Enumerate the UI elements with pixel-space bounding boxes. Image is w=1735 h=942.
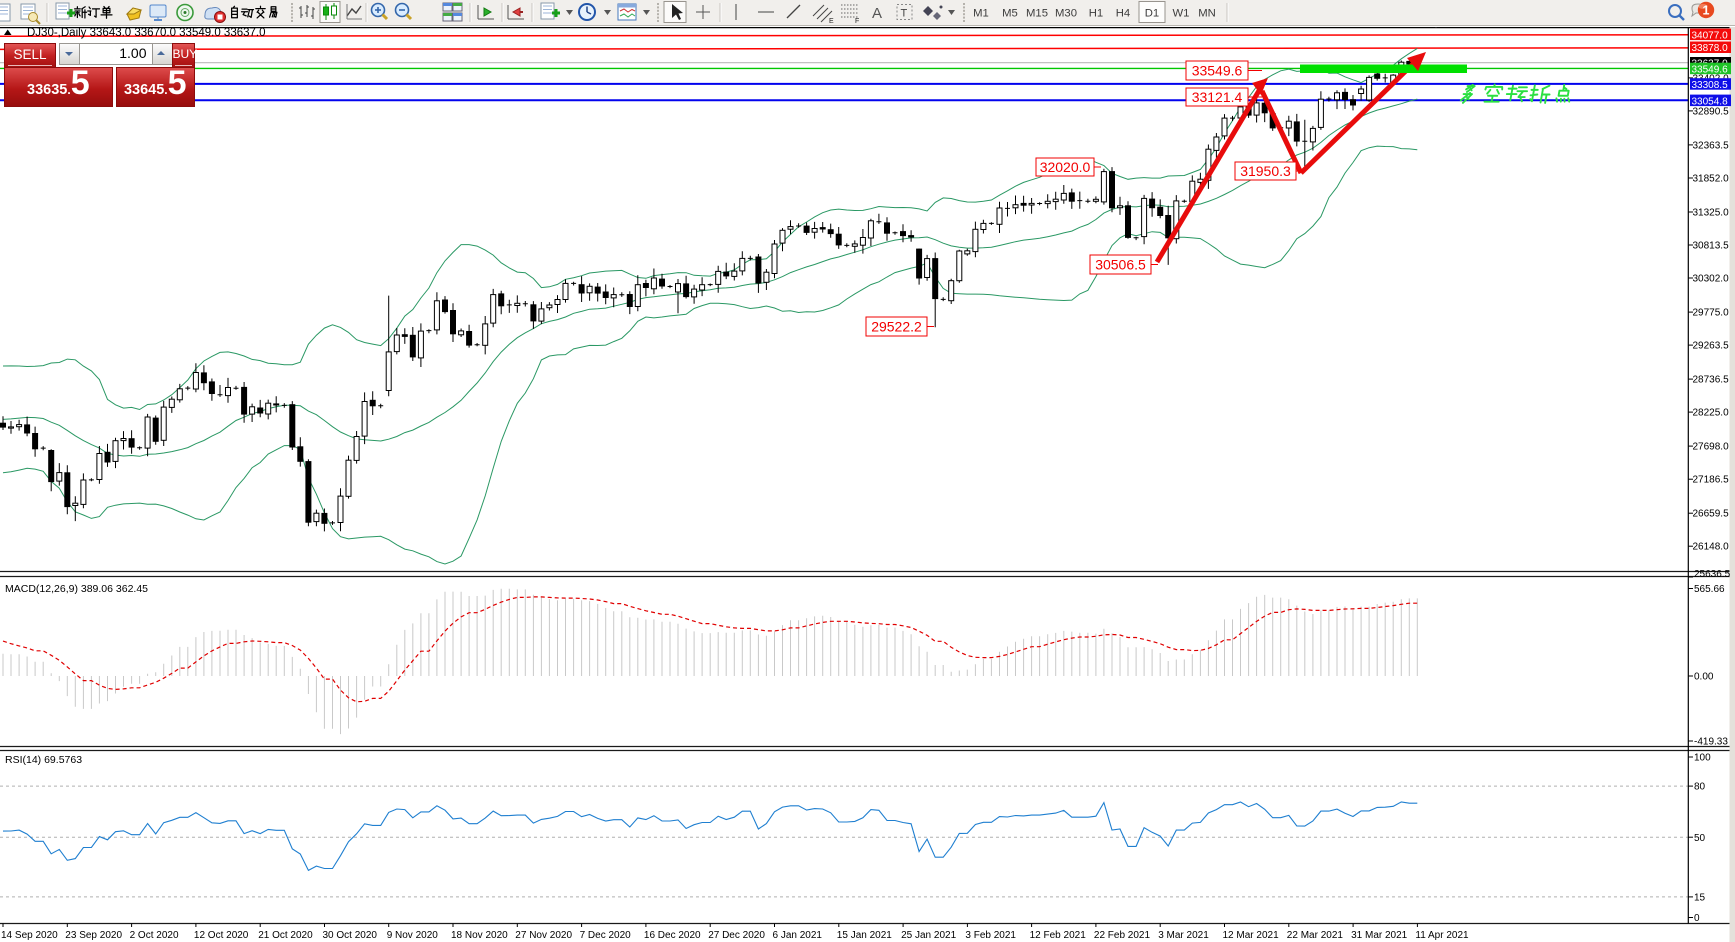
svg-text:3 Feb 2021: 3 Feb 2021 xyxy=(965,930,1016,941)
svg-text:22 Mar 2021: 22 Mar 2021 xyxy=(1287,930,1344,941)
svg-text:M15: M15 xyxy=(1026,8,1048,20)
svg-text:F: F xyxy=(855,18,859,25)
svg-text:H4: H4 xyxy=(1116,8,1130,20)
svg-text:33549.6: 33549.6 xyxy=(1692,64,1729,75)
svg-text:2 Oct 2020: 2 Oct 2020 xyxy=(130,930,179,941)
svg-text:31325.0: 31325.0 xyxy=(1693,208,1730,219)
svg-text:M5: M5 xyxy=(1002,8,1018,20)
svg-text:26148.0: 26148.0 xyxy=(1693,542,1730,553)
svg-text:25636.5: 25636.5 xyxy=(1694,569,1731,580)
svg-text:29522.2: 29522.2 xyxy=(871,319,922,335)
svg-text:22 Feb 2021: 22 Feb 2021 xyxy=(1094,930,1151,941)
svg-text:33308.5: 33308.5 xyxy=(1692,80,1729,91)
svg-text:31852.0: 31852.0 xyxy=(1693,174,1730,185)
svg-text:-419.33: -419.33 xyxy=(1694,737,1728,748)
svg-text:27 Dec 2020: 27 Dec 2020 xyxy=(708,930,765,941)
svg-text:MACD(12,26,9) 389.06 362.45: MACD(12,26,9) 389.06 362.45 xyxy=(5,583,148,595)
svg-text:29775.0: 29775.0 xyxy=(1693,308,1730,319)
svg-text:12 Oct 2020: 12 Oct 2020 xyxy=(194,930,249,941)
svg-text:30302.0: 30302.0 xyxy=(1693,274,1730,285)
svg-text:33121.4: 33121.4 xyxy=(1192,89,1243,105)
svg-text:33878.0: 33878.0 xyxy=(1692,43,1729,54)
svg-text:DJ30-,Daily 33643.0 33670.0 3: DJ30-,Daily 33643.0 33670.0 33549.0 3363… xyxy=(27,27,266,39)
svg-text:RSI(14) 69.5763: RSI(14) 69.5763 xyxy=(5,754,82,766)
svg-text:16 Dec 2020: 16 Dec 2020 xyxy=(644,930,701,941)
svg-text:33549.6: 33549.6 xyxy=(1192,63,1243,79)
svg-text:12 Feb 2021: 12 Feb 2021 xyxy=(1030,930,1087,941)
svg-text:31 Mar 2021: 31 Mar 2021 xyxy=(1351,930,1408,941)
svg-text:M1: M1 xyxy=(973,8,989,20)
svg-text:7 Dec 2020: 7 Dec 2020 xyxy=(580,930,632,941)
svg-text:H1: H1 xyxy=(1089,8,1103,20)
svg-text:23 Sep 2020: 23 Sep 2020 xyxy=(65,930,122,941)
svg-text:27698.0: 27698.0 xyxy=(1693,442,1730,453)
svg-text:0.00: 0.00 xyxy=(1694,672,1714,683)
svg-text:1: 1 xyxy=(1703,4,1710,18)
svg-text:31950.3: 31950.3 xyxy=(1240,163,1291,179)
svg-text:30506.5: 30506.5 xyxy=(1095,257,1146,273)
svg-text:6 Jan 2021: 6 Jan 2021 xyxy=(773,930,823,941)
svg-text:15: 15 xyxy=(1694,892,1706,903)
svg-text:27 Nov 2020: 27 Nov 2020 xyxy=(515,930,572,941)
svg-text:T: T xyxy=(901,8,908,20)
svg-text:26659.5: 26659.5 xyxy=(1693,509,1730,520)
svg-text:50: 50 xyxy=(1694,833,1706,844)
svg-text:28736.5: 28736.5 xyxy=(1693,375,1730,386)
svg-text:MN: MN xyxy=(1198,8,1216,20)
svg-text:32890.5: 32890.5 xyxy=(1693,106,1730,117)
svg-text:21 Oct 2020: 21 Oct 2020 xyxy=(258,930,313,941)
svg-text:29263.5: 29263.5 xyxy=(1693,341,1730,352)
svg-text:M30: M30 xyxy=(1055,8,1077,20)
svg-text:12 Mar 2021: 12 Mar 2021 xyxy=(1223,930,1280,941)
svg-text:25 Jan 2021: 25 Jan 2021 xyxy=(901,930,956,941)
svg-text:14 Sep 2020: 14 Sep 2020 xyxy=(1,930,58,941)
svg-text:28225.0: 28225.0 xyxy=(1693,408,1730,419)
svg-text:33054.8: 33054.8 xyxy=(1692,96,1729,107)
svg-text:18 Nov 2020: 18 Nov 2020 xyxy=(451,930,508,941)
svg-text:34077.0: 34077.0 xyxy=(1692,30,1729,41)
svg-text:0: 0 xyxy=(1694,913,1700,924)
svg-text:100: 100 xyxy=(1694,753,1711,764)
svg-text:15 Jan 2021: 15 Jan 2021 xyxy=(837,930,892,941)
svg-text:A: A xyxy=(872,5,882,22)
svg-text:E: E xyxy=(829,18,834,25)
svg-text:30 Oct 2020: 30 Oct 2020 xyxy=(323,930,378,941)
svg-text:565.66: 565.66 xyxy=(1694,584,1725,595)
svg-text:27186.5: 27186.5 xyxy=(1693,475,1730,486)
svg-text:30813.5: 30813.5 xyxy=(1693,241,1730,252)
svg-text:3 Mar 2021: 3 Mar 2021 xyxy=(1158,930,1209,941)
svg-text:D1: D1 xyxy=(1145,8,1159,20)
svg-text:11 Apr 2021: 11 Apr 2021 xyxy=(1415,930,1469,941)
svg-text:W1: W1 xyxy=(1173,8,1190,20)
svg-text:32363.5: 32363.5 xyxy=(1693,140,1730,151)
svg-text:32020.0: 32020.0 xyxy=(1040,159,1091,175)
svg-text:9 Nov 2020: 9 Nov 2020 xyxy=(387,930,439,941)
svg-text:80: 80 xyxy=(1694,782,1706,793)
